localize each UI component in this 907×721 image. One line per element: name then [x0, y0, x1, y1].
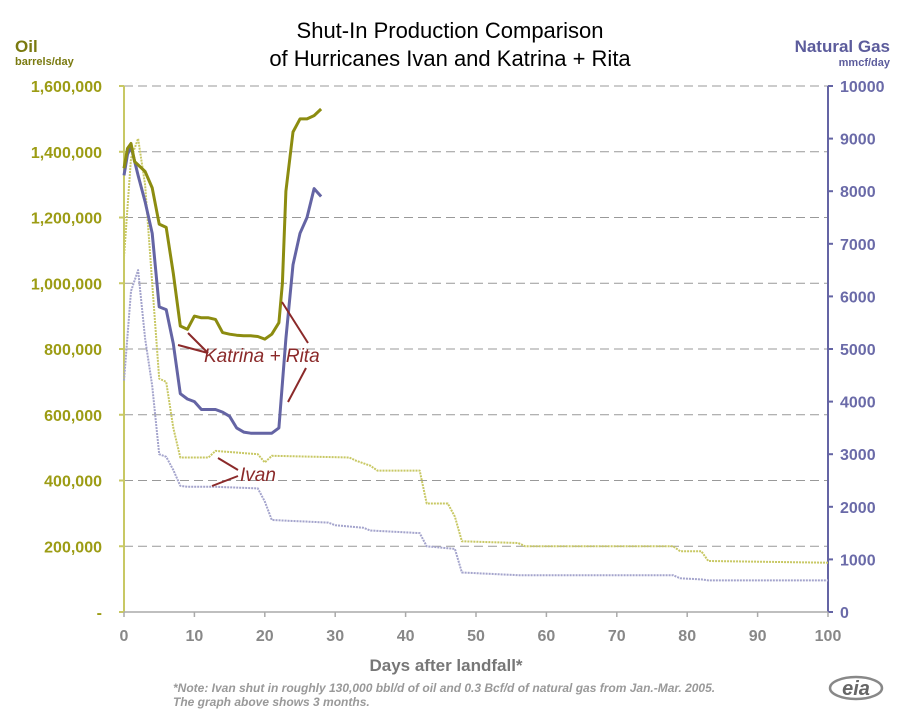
- series-group: [122, 107, 829, 582]
- y-left-tick-label: 800,000: [44, 342, 102, 359]
- y-right-tick-label: 9000: [840, 132, 876, 149]
- y-left-unit: barrels/day: [15, 56, 75, 68]
- x-axis-label: Days after landfall*: [369, 656, 522, 675]
- note-line-1: *Note: Ivan shut in roughly 130,000 bbl/…: [173, 681, 715, 695]
- y-right-label: Natural Gas: [795, 37, 890, 56]
- y-left-tick-label: 1,400,000: [31, 145, 102, 162]
- grid-lines: [124, 85, 828, 547]
- annotation-arrows: [177, 301, 309, 487]
- x-tick-label: 60: [538, 628, 556, 645]
- y-right-tick-label: 3000: [840, 447, 876, 464]
- x-ticks: 0 10 20 30 40 50 60 70 80 90 100: [120, 612, 842, 645]
- y-right-tick-label: 5000: [840, 342, 876, 359]
- katrina-arrow-gas: [187, 332, 209, 354]
- chart-title-line-1: Shut-In Production Comparison: [297, 18, 604, 43]
- x-tick-label: 0: [120, 628, 129, 645]
- eia-logo: eia: [828, 675, 884, 701]
- y-right-tick-label: 0: [840, 605, 849, 622]
- ivan-arrow-oil: [217, 457, 239, 471]
- series-line-ivan-gas: [123, 269, 828, 582]
- x-tick-label: 90: [749, 628, 767, 645]
- y-left-tick-label: -: [97, 605, 102, 622]
- chart-title-line-2: of Hurricanes Ivan and Katrina + Rita: [269, 46, 631, 71]
- x-tick-label: 40: [397, 628, 415, 645]
- x-tick-label: 100: [815, 628, 842, 645]
- x-tick-label: 30: [326, 628, 344, 645]
- y-left-tick-label: 1,200,000: [31, 211, 102, 228]
- y-right-ticks: 0 1000 2000 3000 4000 5000 6000 7000 8000 9000 100…: [828, 79, 885, 622]
- y-left-tick-label: 1,600,000: [31, 79, 102, 96]
- katrina-arrow-right-oil: [281, 301, 309, 344]
- x-tick-label: 10: [186, 628, 204, 645]
- y-right-tick-label: 7000: [840, 237, 876, 254]
- eia-logo-text: eia: [842, 678, 870, 700]
- series-line-katrina-gas: [122, 145, 323, 435]
- y-left-tick-label: 400,000: [44, 474, 102, 491]
- y-right-tick-label: 8000: [840, 184, 876, 201]
- katrina-arrow-oil: [177, 344, 209, 354]
- ivan-arrow-gas: [211, 475, 239, 487]
- y-right-unit: mmcf/day: [839, 57, 891, 69]
- y-right-tick-label: 4000: [840, 395, 876, 412]
- series-line-katrina-oil: [122, 107, 323, 341]
- katrina-arrow-right-gas: [287, 367, 307, 403]
- x-tick-label: 80: [678, 628, 696, 645]
- x-tick-label: 50: [467, 628, 485, 645]
- y-right-tick-label: 6000: [840, 289, 876, 306]
- y-left-tick-label: 200,000: [44, 539, 102, 556]
- y-left-ticks: - 200,000 400,000 600,000 800,000 1,000,000 1,…: [31, 79, 124, 622]
- series-line-ivan-oil: [123, 137, 829, 564]
- y-right-tick-label: 10000: [840, 79, 885, 96]
- y-left-tick-label: 1,000,000: [31, 276, 102, 293]
- y-left-label: Oil: [15, 37, 38, 56]
- x-tick-label: 70: [608, 628, 626, 645]
- y-right-tick-label: 2000: [840, 500, 876, 517]
- y-right-tick-label: 1000: [840, 552, 876, 569]
- x-tick-label: 20: [256, 628, 274, 645]
- y-left-tick-label: 600,000: [44, 408, 102, 425]
- annotation-ivan: Ivan: [240, 465, 276, 486]
- note-line-2: The graph above shows 3 months.: [173, 695, 370, 709]
- annotation-katrina-rita: Katrina + Rita: [204, 346, 320, 367]
